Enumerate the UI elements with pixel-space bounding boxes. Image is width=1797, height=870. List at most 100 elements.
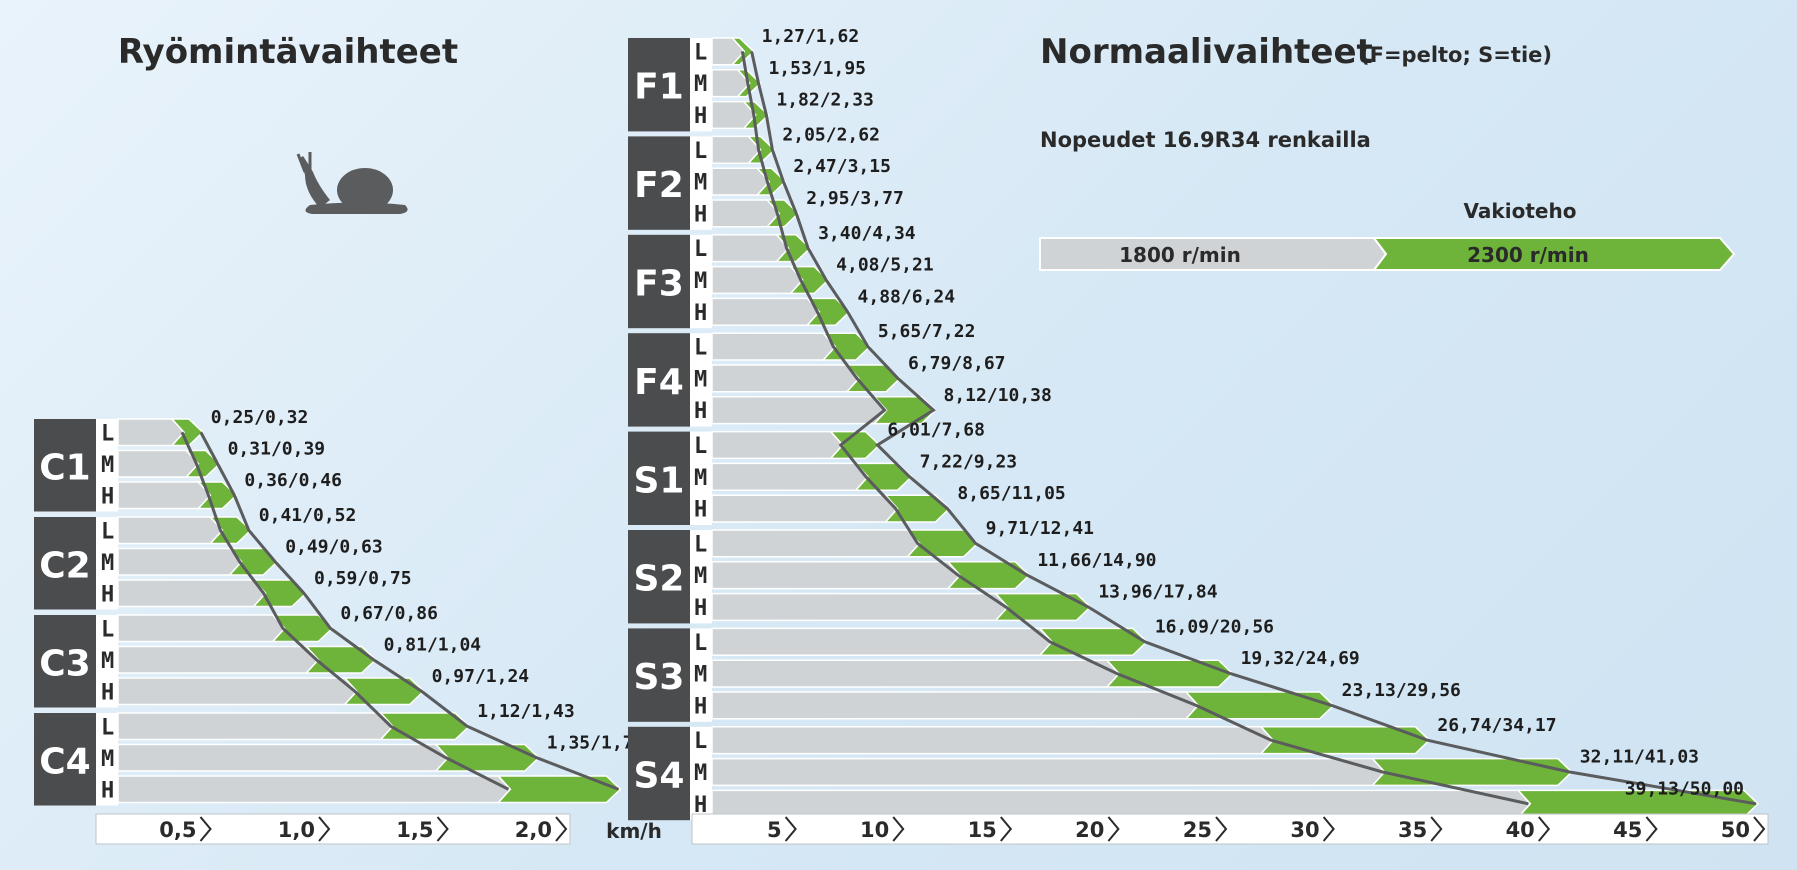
normal-range-f3-m: M [694, 269, 707, 294]
normal-axis-chevron-2 [1000, 816, 1013, 842]
creep-range-c1-h: H [101, 484, 114, 509]
normal-group-label-f1: F1 [634, 67, 684, 108]
normal-axis-chevron-4 [1215, 816, 1228, 842]
normal-group-box-f3 [628, 234, 690, 329]
creep-range-c3-h: H [101, 680, 114, 705]
creep-group-label-c1: C1 [39, 447, 90, 488]
creep-value-label-c3-h: 0,97/1,24 [432, 666, 530, 687]
legend-label-1800: 1800 r/min [1119, 243, 1241, 267]
creep-value-label-c2-m: 0,49/0,63 [285, 537, 383, 558]
creep-group-box-c1 [34, 419, 96, 512]
normal-range-f4-m: M [694, 367, 707, 392]
normal-bar-1800-s1-l [711, 430, 844, 460]
normal-value-label-s2-h: 13,96/17,84 [1098, 582, 1217, 603]
creep-axis-chevron-0 [199, 816, 212, 842]
normal-bar-1800-s3-m [711, 659, 1121, 688]
normal-range-s2-m: M [694, 564, 707, 589]
normal-gears-title: Normaalivaihteet [1040, 32, 1373, 72]
normal-range-f1-l: L [694, 40, 707, 65]
normal-range-f3-l: L [694, 237, 707, 262]
normal-axis-tick-6: 35 [1398, 818, 1427, 842]
normal-bar-1800-s4-m [711, 757, 1386, 787]
normal-value-label-f3-m: 4,08/5,21 [836, 255, 934, 276]
normal-bar-1800-s2-m [711, 561, 962, 590]
normal-range-strip-s3 [690, 628, 712, 722]
creep-bar-2300-c4-h [496, 775, 622, 804]
normal-range-f2-h: H [694, 202, 707, 227]
normal-bar-1800-s2-h [711, 592, 1009, 622]
normal-group-box-f1 [628, 38, 690, 132]
normal-gears-subtitle: (F=pelto; S=tie) [1360, 43, 1552, 67]
normal-range-strip-f4 [690, 333, 712, 427]
normal-value-label-f3-l: 3,40/4,34 [818, 223, 916, 244]
normal-axis-tick-9: 50 [1721, 818, 1750, 842]
normal-group-box-s4 [628, 726, 690, 821]
creep-value-label-c2-h: 0,59/0,75 [314, 568, 412, 589]
normal-axis-tick-8: 45 [1613, 818, 1642, 842]
normal-group-label-s2: S2 [634, 559, 685, 600]
normal-value-label-s4-m: 32,11/41,03 [1580, 747, 1699, 768]
normal-panel: F1LMHF2LMHF3LMHF4LMHS1LMHS2LMHS3LMHS4LMH… [628, 26, 1769, 845]
normal-axis-chevron-5 [1322, 816, 1335, 842]
normal-axis-tick-3: 20 [1075, 818, 1104, 842]
creep-value-label-c3-l: 0,67/0,86 [340, 603, 438, 624]
normal-axis-tick-7: 40 [1506, 818, 1535, 842]
normal-value-label-s1-h: 8,65/11,05 [957, 483, 1065, 504]
normal-range-f1-h: H [694, 104, 707, 129]
creep-bar-1800-c1-l [117, 418, 186, 447]
creep-axis-box [95, 813, 571, 845]
normal-axis-box [691, 813, 1769, 845]
creep-bar-1800-c2-m [117, 547, 243, 576]
normal-axis-tick-1: 10 [860, 818, 889, 842]
normal-range-s1-m: M [694, 466, 707, 491]
normal-group-label-f2: F2 [634, 165, 684, 206]
normal-value-label-f2-m: 2,47/3,15 [793, 156, 891, 177]
creep-range-c2-h: H [101, 582, 114, 607]
normal-range-s3-h: H [694, 694, 707, 719]
normal-axis-chevron-9 [1753, 816, 1766, 842]
normal-bar-2300-f4-l [821, 332, 871, 361]
normal-bar-2300-s2-h [994, 592, 1092, 622]
normal-bar-1800-s4-h [711, 789, 1532, 818]
legend-title: Vakioteho [1464, 199, 1577, 223]
normal-axis-chevron-7 [1538, 816, 1551, 842]
normal-bar-2300-f3-m [789, 265, 830, 295]
creep-range-c2-m: M [101, 551, 114, 576]
normal-group-box-s2 [628, 530, 690, 624]
normal-group-label-s3: S3 [634, 657, 685, 698]
creep-group-box-c3 [34, 615, 96, 708]
axis-unit-label: km/h [606, 819, 662, 843]
normal-value-label-s3-l: 16,09/20,56 [1155, 616, 1274, 637]
normal-axis-chevron-8 [1645, 816, 1658, 842]
normal-bar-1800-s3-h [711, 691, 1200, 720]
normal-curve-2300 [750, 51, 1757, 806]
normal-bar-1800-f3-m [711, 265, 804, 295]
normal-value-label-s3-h: 23,13/29,56 [1342, 680, 1461, 701]
creep-value-label-c1-l: 0,25/0,32 [211, 407, 309, 428]
creep-range-strip-c3 [96, 615, 118, 708]
creep-range-c1-l: L [101, 421, 114, 446]
creep-bar-1800-c1-m [117, 449, 200, 478]
normal-bar-1800-s1-h [711, 494, 899, 523]
normal-range-strip-f1 [690, 38, 712, 132]
normal-value-label-s2-m: 11,66/14,90 [1037, 550, 1156, 571]
normal-group-box-f4 [628, 333, 690, 427]
creep-axis-tick-3: 2,0 [515, 818, 552, 842]
creep-group-box-c2 [34, 517, 96, 610]
normal-value-label-f4-l: 5,65/7,22 [878, 321, 976, 342]
normal-group-label-f4: F4 [634, 362, 684, 403]
normal-value-label-f1-h: 1,82/2,33 [776, 90, 874, 111]
normal-range-f4-h: H [694, 399, 707, 424]
normal-bar-1800-s3-l [711, 627, 1054, 656]
creep-range-c4-h: H [101, 778, 114, 803]
normal-range-strip-f3 [690, 234, 712, 329]
creep-axis-tick-1: 1,0 [278, 818, 315, 842]
creep-value-label-c4-m: 1,35/1,72 [547, 733, 645, 754]
normal-range-f1-m: M [694, 72, 707, 97]
normal-axis-chevron-6 [1430, 816, 1443, 842]
normal-value-label-f3-h: 4,88/6,24 [858, 286, 956, 307]
creep-group-box-c4 [34, 713, 96, 806]
normal-bar-1800-s4-l [711, 726, 1275, 755]
normal-value-label-f2-h: 2,95/3,77 [806, 188, 904, 209]
creep-value-label-c4-l: 1,12/1,43 [477, 701, 575, 722]
